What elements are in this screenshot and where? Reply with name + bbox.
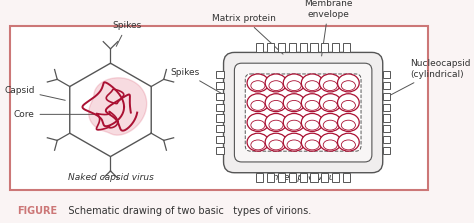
- Text: Core: Core: [14, 110, 99, 119]
- Ellipse shape: [337, 133, 359, 151]
- Ellipse shape: [283, 94, 305, 112]
- Bar: [332, 173, 339, 182]
- Ellipse shape: [283, 74, 305, 92]
- Ellipse shape: [301, 94, 323, 112]
- Ellipse shape: [301, 133, 323, 151]
- Ellipse shape: [265, 94, 287, 112]
- Ellipse shape: [301, 114, 323, 131]
- Bar: [256, 43, 264, 52]
- Bar: [310, 43, 318, 52]
- Text: Enveloped virus: Enveloped virus: [267, 173, 339, 182]
- Bar: [383, 93, 390, 100]
- Bar: [300, 173, 307, 182]
- Bar: [383, 147, 390, 154]
- Text: Naked capsid virus: Naked capsid virus: [68, 173, 154, 182]
- Bar: [216, 93, 224, 100]
- Ellipse shape: [301, 74, 323, 92]
- Text: FIGURE: FIGURE: [18, 206, 57, 216]
- Ellipse shape: [265, 114, 287, 131]
- Ellipse shape: [337, 114, 359, 131]
- Bar: [343, 43, 350, 52]
- Bar: [343, 173, 350, 182]
- Bar: [267, 173, 274, 182]
- Text: Nucleocapsid
(cylindrical): Nucleocapsid (cylindrical): [385, 59, 470, 98]
- Bar: [216, 136, 224, 143]
- Bar: [383, 104, 390, 111]
- Text: Spikes: Spikes: [112, 21, 141, 46]
- Bar: [216, 82, 224, 89]
- Bar: [310, 173, 318, 182]
- Ellipse shape: [247, 74, 269, 92]
- Bar: [383, 82, 390, 89]
- Ellipse shape: [319, 133, 341, 151]
- Ellipse shape: [283, 133, 305, 151]
- Bar: [267, 43, 274, 52]
- Polygon shape: [89, 78, 146, 135]
- Bar: [216, 147, 224, 154]
- Ellipse shape: [283, 114, 305, 131]
- Bar: [216, 104, 224, 111]
- Ellipse shape: [247, 133, 269, 151]
- Text: Schematic drawing of two basic   types of virions.: Schematic drawing of two basic types of …: [59, 206, 311, 216]
- Ellipse shape: [265, 74, 287, 92]
- Ellipse shape: [247, 114, 269, 131]
- FancyBboxPatch shape: [224, 52, 383, 173]
- Bar: [216, 71, 224, 78]
- Bar: [216, 114, 224, 122]
- Bar: [383, 125, 390, 132]
- Text: Capsid: Capsid: [4, 86, 65, 100]
- Bar: [216, 125, 224, 132]
- Ellipse shape: [319, 114, 341, 131]
- FancyBboxPatch shape: [245, 74, 361, 151]
- Bar: [332, 43, 339, 52]
- Bar: [321, 43, 328, 52]
- Ellipse shape: [265, 133, 287, 151]
- Text: Spikes: Spikes: [170, 68, 221, 93]
- Text: Membrane
envelope: Membrane envelope: [304, 0, 353, 56]
- FancyBboxPatch shape: [235, 63, 372, 162]
- Ellipse shape: [337, 94, 359, 112]
- Text: Matrix protein: Matrix protein: [212, 14, 283, 54]
- Bar: [383, 136, 390, 143]
- Bar: [300, 43, 307, 52]
- Bar: [278, 173, 285, 182]
- Bar: [278, 43, 285, 52]
- Bar: [383, 71, 390, 78]
- Bar: [383, 114, 390, 122]
- Bar: [289, 43, 296, 52]
- Bar: [256, 173, 264, 182]
- Bar: [289, 173, 296, 182]
- Ellipse shape: [319, 94, 341, 112]
- Ellipse shape: [319, 74, 341, 92]
- FancyBboxPatch shape: [10, 26, 428, 190]
- Ellipse shape: [337, 74, 359, 92]
- Bar: [321, 173, 328, 182]
- Ellipse shape: [247, 94, 269, 112]
